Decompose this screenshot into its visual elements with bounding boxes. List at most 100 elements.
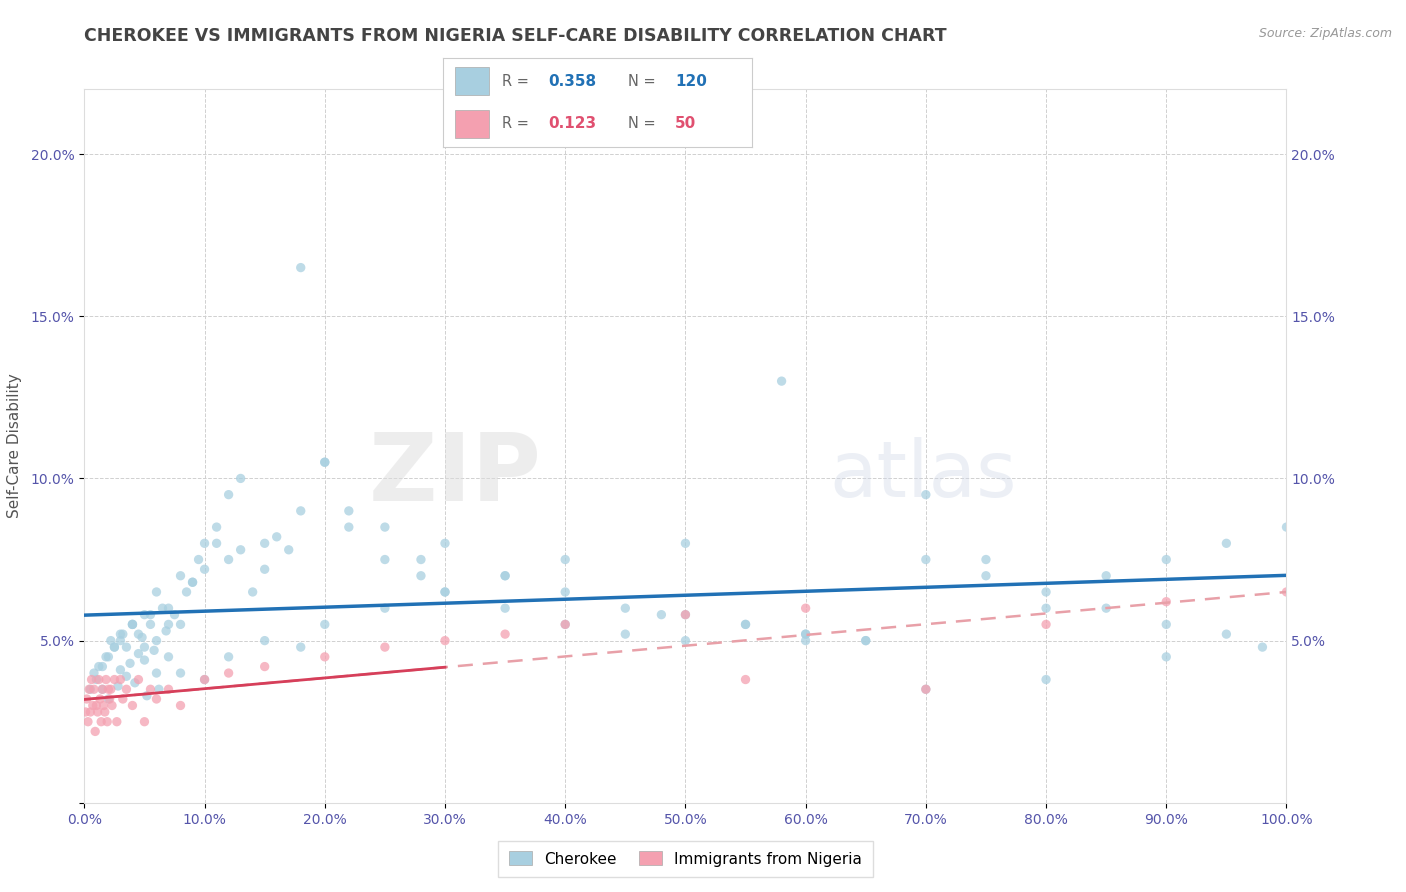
Point <box>111 627 134 641</box>
Point <box>134 640 156 654</box>
Point <box>855 633 877 648</box>
Point <box>253 659 276 673</box>
Point <box>218 666 240 681</box>
Point <box>181 575 204 590</box>
Bar <box>456 67 489 95</box>
Point <box>1156 552 1178 566</box>
Point <box>494 601 516 615</box>
Point <box>675 536 697 550</box>
Point <box>218 552 240 566</box>
Point <box>103 640 125 654</box>
Point <box>82 698 104 713</box>
Point <box>1035 673 1057 687</box>
Point <box>554 552 576 566</box>
Point <box>770 374 793 388</box>
Point <box>157 601 180 615</box>
Point <box>169 698 191 713</box>
Point <box>855 633 877 648</box>
Point <box>290 504 312 518</box>
Point <box>675 607 697 622</box>
Point <box>100 682 122 697</box>
Point <box>494 568 516 582</box>
Point <box>127 647 149 661</box>
Text: CHEROKEE VS IMMIGRANTS FROM NIGERIA SELF-CARE DISABILITY CORRELATION CHART: CHEROKEE VS IMMIGRANTS FROM NIGERIA SELF… <box>84 27 948 45</box>
Point <box>86 673 108 687</box>
Point <box>915 552 938 566</box>
Point <box>794 633 817 648</box>
Point <box>794 627 817 641</box>
Point <box>145 633 167 648</box>
Point <box>134 653 156 667</box>
Point <box>1215 536 1237 550</box>
Point <box>974 552 997 566</box>
Point <box>176 585 198 599</box>
Point <box>915 682 938 697</box>
Point <box>90 714 112 729</box>
Point <box>314 455 336 469</box>
Point <box>134 607 156 622</box>
Point <box>157 649 180 664</box>
Point <box>127 627 149 641</box>
Point <box>734 617 756 632</box>
Point <box>374 552 396 566</box>
Point <box>1035 601 1057 615</box>
Point <box>97 649 120 664</box>
Point <box>86 705 108 719</box>
Point <box>145 666 167 681</box>
Point <box>915 488 938 502</box>
Point <box>169 568 191 582</box>
Point <box>794 627 817 641</box>
Point <box>139 682 162 697</box>
Point <box>91 682 114 697</box>
Point <box>110 673 132 687</box>
Point <box>124 675 146 690</box>
Point <box>105 714 128 729</box>
Point <box>915 682 938 697</box>
Point <box>110 633 132 648</box>
Point <box>152 601 174 615</box>
Point <box>115 682 138 697</box>
Point <box>98 692 121 706</box>
Point <box>229 471 252 485</box>
Point <box>115 640 138 654</box>
Point <box>77 714 100 729</box>
Point <box>205 536 228 550</box>
Point <box>1035 585 1057 599</box>
Text: R =: R = <box>502 117 529 131</box>
Point <box>91 682 114 697</box>
Point <box>139 617 162 632</box>
Point <box>253 562 276 576</box>
Point <box>434 633 457 648</box>
Bar <box>456 110 489 138</box>
Point <box>1275 520 1298 534</box>
Point <box>134 714 156 729</box>
Point <box>157 617 180 632</box>
Point <box>139 607 162 622</box>
Point <box>194 673 217 687</box>
Point <box>110 663 132 677</box>
Point <box>314 455 336 469</box>
Point <box>118 657 141 671</box>
Point <box>277 542 299 557</box>
Point <box>494 568 516 582</box>
Point <box>87 659 110 673</box>
Point <box>121 617 143 632</box>
Point <box>121 698 143 713</box>
Point <box>253 633 276 648</box>
Point <box>110 627 132 641</box>
Point <box>554 617 576 632</box>
Point <box>84 724 107 739</box>
Point <box>96 714 118 729</box>
Point <box>218 488 240 502</box>
Point <box>337 504 360 518</box>
Point <box>89 692 111 706</box>
Point <box>494 627 516 641</box>
Text: 120: 120 <box>675 74 707 88</box>
Point <box>314 617 336 632</box>
Point <box>1156 649 1178 664</box>
Point <box>79 682 101 697</box>
Point <box>614 601 637 615</box>
Point <box>155 624 177 638</box>
Point <box>111 692 134 706</box>
Point <box>1156 595 1178 609</box>
